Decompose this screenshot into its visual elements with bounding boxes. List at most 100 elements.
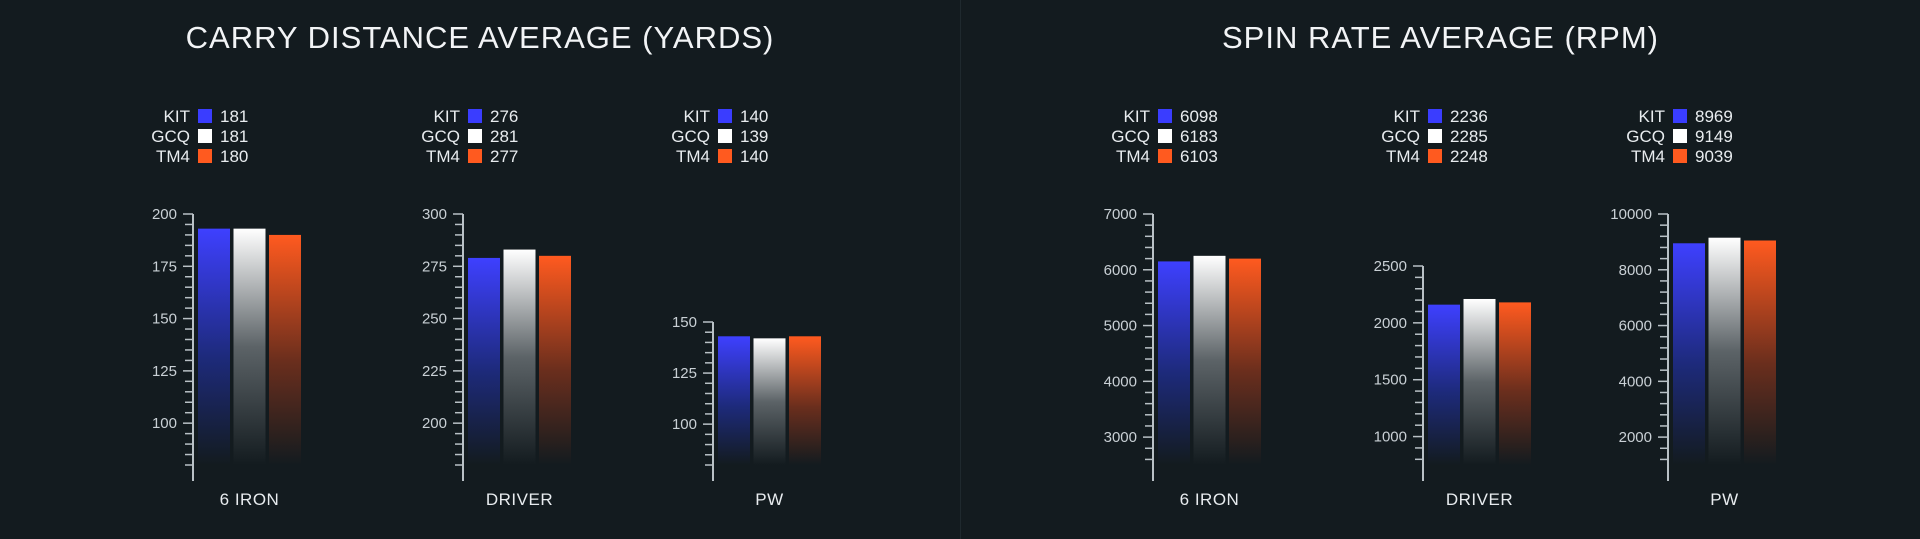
spin-pw-bar-tm4: [1744, 240, 1776, 465]
legend-label-kit: KIT: [434, 107, 460, 126]
legend-label-gcq: GCQ: [1111, 127, 1150, 146]
spin-pw-bar-kit: [1673, 243, 1705, 465]
spin-6-iron-tick-label: 7000: [1104, 206, 1137, 223]
legend-swatch-gcq: [1673, 129, 1687, 143]
spin-driver-bar-kit: [1428, 304, 1460, 465]
legend-swatch-kit: [468, 109, 482, 123]
carry-pw-tick-label: 100: [672, 416, 697, 433]
spin-pw-tick-label: 6000: [1619, 318, 1652, 335]
spin-driver-category-label: DRIVER: [1446, 490, 1513, 509]
legend-label-gcq: GCQ: [671, 127, 710, 146]
legend-swatch-gcq: [468, 129, 482, 143]
carry-distance-title: CARRY DISTANCE AVERAGE (YARDS): [185, 20, 775, 55]
legend-label-kit: KIT: [164, 107, 190, 126]
carry-pw-bar-gcq: [753, 338, 786, 465]
carry-6-iron-tick-label: 175: [152, 258, 177, 275]
carry-6-iron-tick-label: 200: [152, 206, 177, 223]
legend-label-tm4: TM4: [676, 147, 710, 166]
legend-swatch-tm4: [718, 149, 732, 163]
legend-value-gcq: 281: [490, 127, 518, 146]
panel-divider: [960, 0, 961, 539]
spin-driver-tick-label: 2000: [1374, 315, 1407, 332]
legend-swatch-tm4: [468, 149, 482, 163]
legend-label-tm4: TM4: [156, 147, 190, 166]
carry-6-iron-tick-label: 125: [152, 363, 177, 380]
legend-swatch-gcq: [718, 129, 732, 143]
spin-pw-category-label: PW: [1710, 490, 1738, 509]
legend-swatch-kit: [1673, 109, 1687, 123]
legend-swatch-kit: [1158, 109, 1172, 123]
legend-value-gcq: 9149: [1695, 127, 1733, 146]
legend-value-kit: 276: [490, 107, 518, 126]
spin-pw-bar-gcq: [1708, 237, 1741, 465]
legend-label-gcq: GCQ: [421, 127, 460, 146]
carry-6-iron-tick-label: 150: [152, 311, 177, 328]
legend-value-gcq: 2285: [1450, 127, 1488, 146]
spin-pw-tick-label: 4000: [1619, 373, 1652, 390]
spin-pw-tick-label: 10000: [1610, 206, 1652, 223]
carry-6-iron-tick-label: 100: [152, 415, 177, 432]
legend-value-kit: 6098: [1180, 107, 1218, 126]
legend-value-gcq: 139: [740, 127, 768, 146]
carry-6-iron-bar-kit: [198, 228, 230, 465]
legend-label-tm4: TM4: [1386, 147, 1420, 166]
carry-driver-tick-label: 275: [422, 258, 447, 275]
legend-label-tm4: TM4: [426, 147, 460, 166]
legend-swatch-tm4: [1428, 149, 1442, 163]
carry-distance-panel: CARRY DISTANCE AVERAGE (YARDS): [185, 20, 775, 55]
spin-6-iron-bar-tm4: [1229, 258, 1261, 465]
carry-6-iron-bar-gcq: [233, 228, 266, 465]
carry-6-iron-category-label: 6 IRON: [220, 490, 280, 509]
spin-6-iron-category-label: 6 IRON: [1180, 490, 1240, 509]
legend-label-kit: KIT: [684, 107, 710, 126]
legend-value-gcq: 181: [220, 127, 248, 146]
legend-value-gcq: 6183: [1180, 127, 1218, 146]
spin-pw-tick-label: 2000: [1619, 429, 1652, 446]
carry-pw-tick-label: 150: [672, 314, 697, 331]
spin-6-iron-tick-label: 5000: [1104, 318, 1137, 335]
legend-swatch-tm4: [1158, 149, 1172, 163]
legend-label-gcq: GCQ: [1381, 127, 1420, 146]
legend-swatch-kit: [1428, 109, 1442, 123]
carry-driver-tick-label: 300: [422, 206, 447, 223]
carry-driver-tick-label: 200: [422, 415, 447, 432]
carry-driver-bar-tm4: [539, 255, 571, 465]
legend-label-kit: KIT: [1394, 107, 1420, 126]
spin-6-iron-tick-label: 6000: [1104, 262, 1137, 279]
legend-swatch-kit: [198, 109, 212, 123]
spin-driver-bar-tm4: [1499, 302, 1531, 465]
spin-rate-panel: SPIN RATE AVERAGE (RPM): [961, 0, 1920, 539]
legend-swatch-gcq: [1428, 129, 1442, 143]
spin-6-iron-tick-label: 4000: [1104, 373, 1137, 390]
carry-pw-bar-kit: [718, 336, 750, 465]
legend-swatch-tm4: [198, 149, 212, 163]
legend-value-kit: 140: [740, 107, 768, 126]
carry-driver-category-label: DRIVER: [486, 490, 553, 509]
carry-driver-tick-label: 225: [422, 363, 447, 380]
carry-pw-bar-tm4: [789, 336, 821, 465]
legend-label-tm4: TM4: [1116, 147, 1150, 166]
spin-6-iron-bar-kit: [1158, 261, 1190, 465]
legend-swatch-kit: [718, 109, 732, 123]
legend-value-tm4: 2248: [1450, 147, 1488, 166]
carry-pw-category-label: PW: [755, 490, 783, 509]
legend-label-gcq: GCQ: [1626, 127, 1665, 146]
carry-6-iron-bar-tm4: [269, 234, 301, 465]
spin-driver-tick-label: 1000: [1374, 429, 1407, 446]
spin-pw-tick-label: 8000: [1619, 262, 1652, 279]
legend-label-kit: KIT: [1124, 107, 1150, 126]
spin-6-iron-tick-label: 3000: [1104, 429, 1137, 446]
legend-swatch-gcq: [198, 129, 212, 143]
spin-rate-title: SPIN RATE AVERAGE (RPM): [1222, 20, 1659, 55]
carry-driver-tick-label: 250: [422, 311, 447, 328]
carry-driver-bar-kit: [468, 257, 500, 465]
carry-pw-tick-label: 125: [672, 365, 697, 382]
legend-label-tm4: TM4: [1631, 147, 1665, 166]
legend-value-tm4: 140: [740, 147, 768, 166]
legend-value-tm4: 277: [490, 147, 518, 166]
legend-swatch-gcq: [1158, 129, 1172, 143]
legend-label-kit: KIT: [1639, 107, 1665, 126]
legend-value-kit: 181: [220, 107, 248, 126]
legend-value-kit: 2236: [1450, 107, 1488, 126]
